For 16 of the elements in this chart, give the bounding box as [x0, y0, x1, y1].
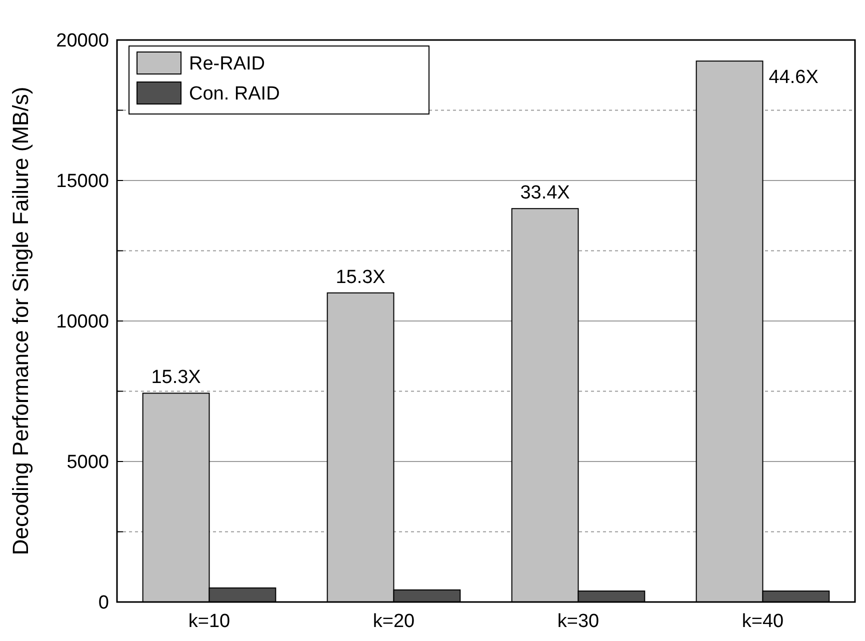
y-axis-title: Decoding Performance for Single Failure (MB/s): [8, 86, 33, 556]
annotation: 15.3X: [151, 367, 202, 388]
x-tick-label: k=30: [557, 611, 600, 632]
annotation: 44.6X: [768, 67, 819, 88]
y-tick-label: 10000: [56, 312, 109, 333]
y-tick-label: 5000: [66, 452, 109, 474]
x-tick-label: k=20: [372, 611, 415, 632]
y-tick-label: 0: [98, 592, 109, 614]
legend-label: Con. RAID: [189, 84, 280, 105]
y-tick-label: 15000: [56, 171, 109, 192]
legend-label: Re-RAID: [189, 54, 266, 75]
x-tick-label: k=10: [188, 611, 230, 632]
annotation: 33.4X: [520, 182, 570, 204]
annotation: 15.3X: [336, 266, 386, 288]
x-tick-label: k=40: [742, 611, 784, 632]
y-tick-label: 20000: [56, 30, 109, 52]
